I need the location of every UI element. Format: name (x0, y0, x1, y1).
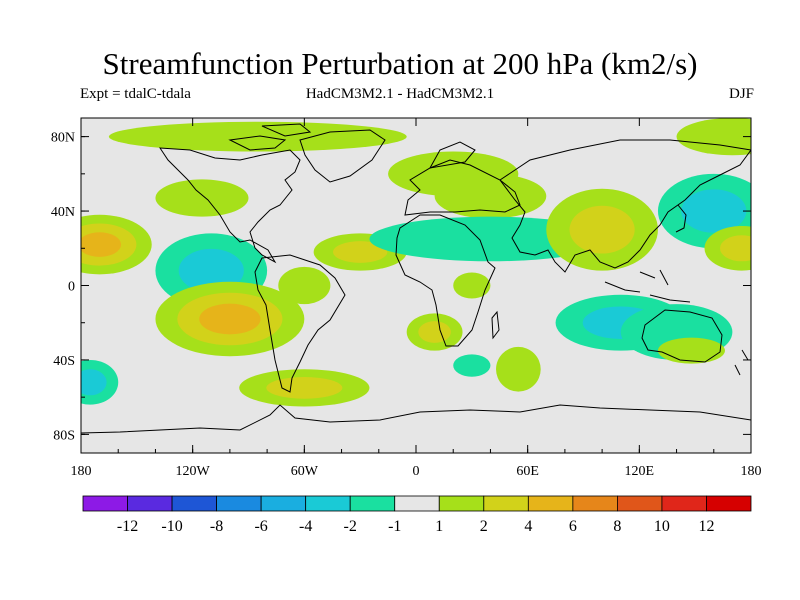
colorbar-swatch (349, 495, 396, 512)
colorbar-label: 2 (480, 518, 488, 535)
colorbar-label: -6 (254, 518, 267, 535)
lon-tick-label: 60W (291, 464, 319, 479)
coast-madagascar (491, 310, 500, 340)
anomaly-contours (81, 118, 751, 407)
coastlines (81, 123, 751, 434)
coast-north-america (159, 147, 301, 264)
colorbar-label: -2 (344, 518, 357, 535)
anomaly-region (418, 321, 451, 343)
colorbar-label: -8 (210, 518, 223, 535)
anomaly-region (453, 272, 491, 299)
colorbar-label: 4 (524, 518, 532, 535)
colorbar-swatch (617, 495, 663, 512)
colorbar-swatch (527, 495, 574, 512)
anomaly-region (266, 377, 343, 399)
coast-africa (395, 214, 496, 347)
colorbar-label: 10 (654, 518, 670, 535)
lat-tick-label: 40N (51, 205, 75, 220)
coast-greenland (299, 129, 386, 183)
colorbar-swatch (661, 495, 707, 512)
chart-title: Streamfunction Perturbation at 200 hPa (… (102, 46, 698, 81)
coast-asia (499, 139, 751, 273)
coast-new-zealand (734, 349, 749, 376)
coast-australia (641, 309, 723, 363)
anomaly-region (278, 266, 331, 305)
colorbar-swatch (483, 495, 529, 512)
colorbar-label: 8 (613, 518, 621, 535)
season-label: DJF (728, 86, 754, 102)
lon-tick-label: 120W (176, 464, 211, 479)
colorbar-label: -10 (161, 518, 182, 535)
anomaly-region (681, 189, 747, 233)
coast-south-america (254, 254, 346, 393)
colorbar-swatch (216, 495, 262, 512)
anomaly-region (434, 173, 547, 219)
colorbar-label: 12 (698, 518, 714, 535)
coast-arctic-islands (228, 123, 312, 151)
colorbar-swatch (82, 495, 128, 512)
anomaly-region (81, 369, 107, 396)
coast-scandinavia (429, 141, 476, 169)
lon-tick-label: 60E (516, 464, 539, 479)
lon-tick-label: 180 (741, 464, 762, 479)
colorbar-swatch (572, 495, 618, 512)
anomaly-region (657, 337, 725, 364)
map-axes: 80N 40N 0 40S 80S 180 120W 60W 0 60E 120E 180 (51, 118, 762, 479)
colorbar-swatch (127, 495, 173, 512)
anomaly-region (178, 248, 244, 293)
lat-tick-label: 80N (51, 131, 75, 146)
coast-indonesia (604, 269, 691, 303)
colorbar: -12 -10 -8 -6 -4 -2 -1 1 2 4 6 8 10 12 (82, 495, 752, 535)
lat-tick-label: 80S (53, 428, 75, 443)
experiment-label: Expt = tdalC-tdala (80, 86, 191, 102)
lon-tick-label: 180 (71, 464, 92, 479)
models-label: HadCM3M2.1 - HadCM3M2.1 (305, 86, 495, 102)
colorbar-swatch (260, 495, 307, 512)
colorbar-label: -1 (388, 518, 401, 535)
anomaly-region (676, 118, 751, 156)
anomaly-region (496, 346, 541, 392)
anomaly-region (333, 241, 388, 263)
lat-tick-label: 0 (68, 280, 75, 295)
colorbar-swatch (394, 495, 440, 512)
colorbar-label: -4 (299, 518, 312, 535)
colorbar-swatch (305, 495, 351, 512)
anomaly-region (569, 205, 635, 254)
anomaly-region (155, 179, 249, 217)
anomaly-region (719, 235, 751, 262)
coast-antarctica (81, 404, 751, 434)
anomaly-region (81, 232, 122, 257)
colorbar-swatch (171, 495, 217, 512)
colorbar-swatch (438, 495, 485, 512)
lon-tick-label: 120E (625, 464, 655, 479)
colorbar-swatch (706, 495, 752, 512)
anomaly-region (199, 303, 261, 335)
colorbar-label: -12 (117, 518, 138, 535)
colorbar-label: 6 (569, 518, 577, 535)
lon-tick-label: 0 (413, 464, 420, 479)
anomaly-region (453, 354, 491, 377)
colorbar-label: 1 (435, 518, 443, 535)
coast-japan (675, 204, 687, 233)
lat-tick-label: 40S (53, 354, 75, 369)
